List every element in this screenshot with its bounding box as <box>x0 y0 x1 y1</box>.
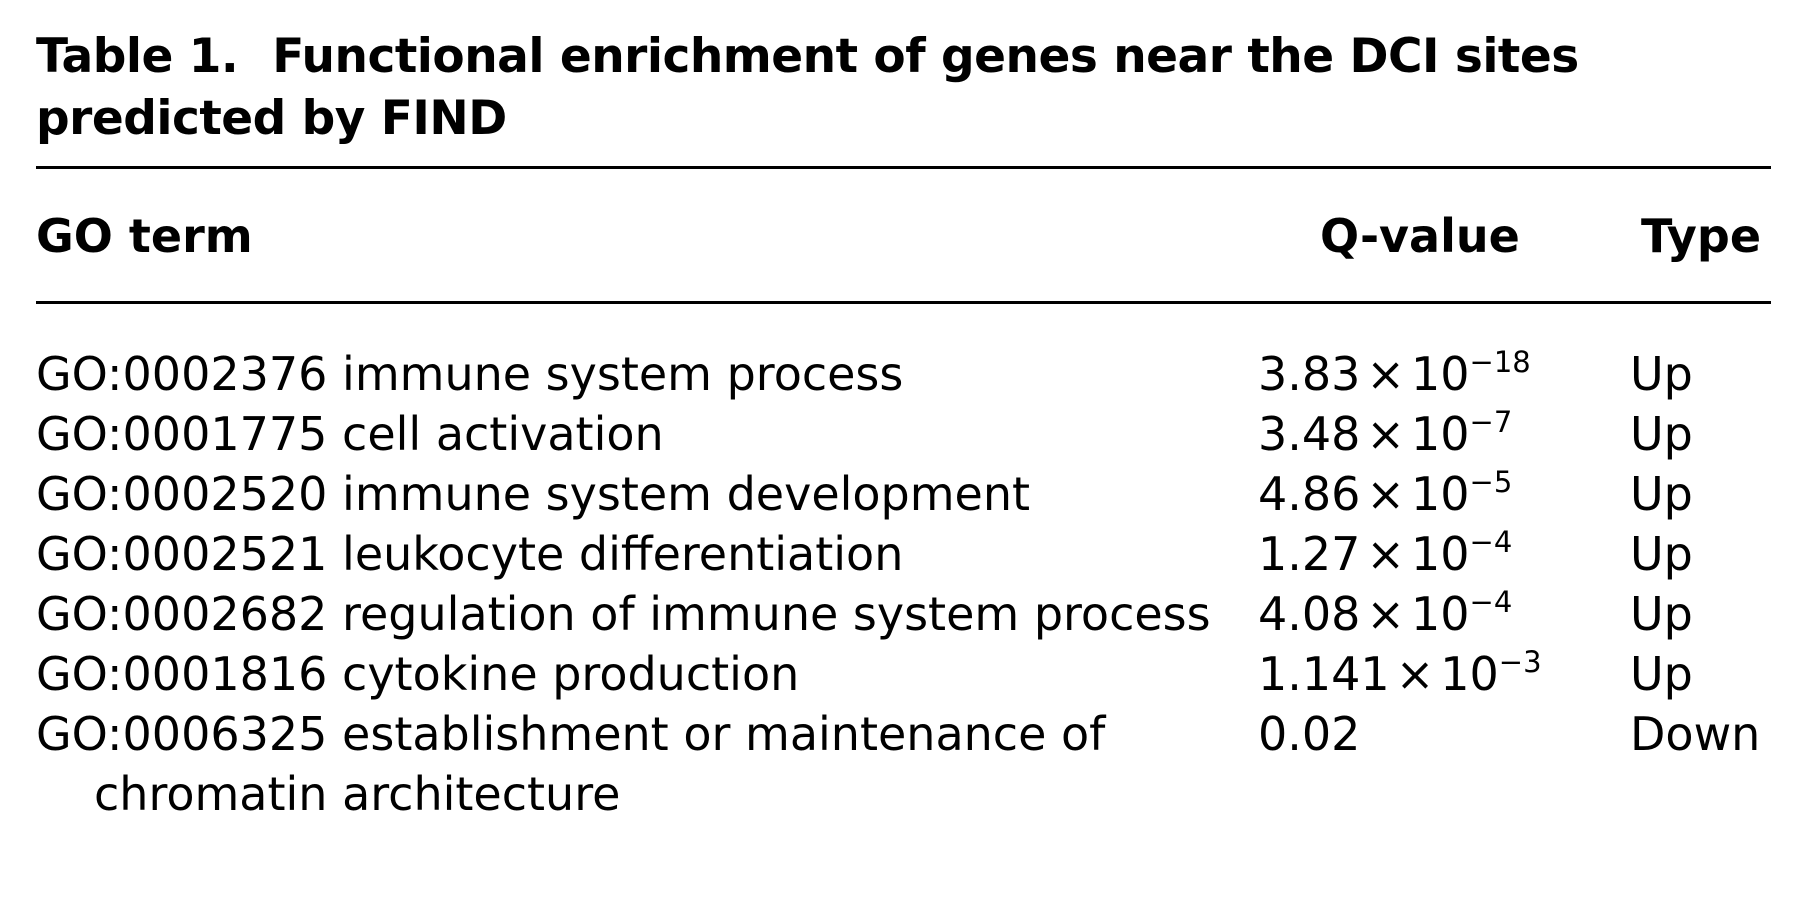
q-value-cell: 1.27 × 10−4 <box>1258 524 1513 581</box>
top-rule <box>36 166 1771 169</box>
go-term-cell: GO:0002520 immune system development <box>36 464 1254 524</box>
go-term-name: cytokine production <box>342 647 800 701</box>
go-id: GO:0001775 <box>36 407 328 461</box>
go-id: GO:0002682 <box>36 587 328 641</box>
go-term-name: immune system process <box>342 347 904 401</box>
type-cell: Down <box>1630 707 1761 761</box>
type-cell: Up <box>1630 647 1693 701</box>
q-value-cell: 4.08 × 10−4 <box>1258 584 1513 641</box>
q-value-cell: 3.83 × 10−18 <box>1258 344 1531 401</box>
go-term-name: cell activation <box>342 407 664 461</box>
go-term-cell: GO:0002376 immune system process <box>36 344 1254 404</box>
header-rule <box>36 301 1771 304</box>
go-term-cell: GO:0001775 cell activation <box>36 404 1254 464</box>
q-value-cell: 0.02 <box>1258 707 1361 761</box>
go-id: GO:0002376 <box>36 347 328 401</box>
go-term-cell: GO:0001816 cytokine production <box>36 644 1254 704</box>
table-row: GO:0001775 cell activation 3.48 × 10−7 Up <box>36 404 1771 464</box>
go-term-name: establishment or maintenance of chromati… <box>94 707 1106 821</box>
go-term-cell: GO:0006325 establishment or maintenance … <box>36 704 1254 824</box>
table-caption: Table 1. Functional enrichment of genes n… <box>36 26 1771 150</box>
go-id: GO:0006325 <box>36 707 328 761</box>
q-value-cell: 1.141 × 10−3 <box>1258 644 1542 701</box>
go-term-name: leukocyte differentiation <box>342 527 904 581</box>
table-title: Functional enrichment of genes near the … <box>36 29 1579 146</box>
q-value-cell: 4.86 × 10−5 <box>1258 464 1513 521</box>
type-cell: Up <box>1630 347 1693 401</box>
type-cell: Up <box>1630 527 1693 581</box>
table-label: Table 1. <box>36 29 239 84</box>
table-header: GO term Q-value Type <box>36 169 1771 301</box>
table-row: GO:0001816 cytokine production 1.141 × 10−… <box>36 644 1771 704</box>
go-id: GO:0001816 <box>36 647 328 701</box>
go-term-name: immune system development <box>342 467 1031 521</box>
column-header-type: Type <box>1641 209 1762 263</box>
type-cell: Up <box>1630 407 1693 461</box>
go-id: GO:0002520 <box>36 467 328 521</box>
table-container: Table 1. Functional enrichment of genes n… <box>36 26 1771 824</box>
column-header-go-term: GO term <box>36 209 253 263</box>
table-row: GO:0006325 establishment or maintenance … <box>36 704 1771 824</box>
go-id: GO:0002521 <box>36 527 328 581</box>
table-row: GO:0002376 immune system process 3.83 × 10… <box>36 344 1771 404</box>
table-row: GO:0002682 regulation of immune system p… <box>36 584 1771 644</box>
type-cell: Up <box>1630 467 1693 521</box>
table-row: GO:0002520 immune system development 4.8… <box>36 464 1771 524</box>
table-row: GO:0002521 leukocyte differentiation 1.2… <box>36 524 1771 584</box>
type-cell: Up <box>1630 587 1693 641</box>
q-value-cell: 3.48 × 10−7 <box>1258 404 1513 461</box>
go-term-cell: GO:0002521 leukocyte differentiation <box>36 524 1254 584</box>
table-body: GO:0002376 immune system process 3.83 × 10… <box>36 344 1771 824</box>
go-term-name: regulation of immune system process <box>342 587 1211 641</box>
go-term-cell: GO:0002682 regulation of immune system p… <box>36 584 1254 644</box>
column-header-q-value: Q-value <box>1320 209 1520 263</box>
